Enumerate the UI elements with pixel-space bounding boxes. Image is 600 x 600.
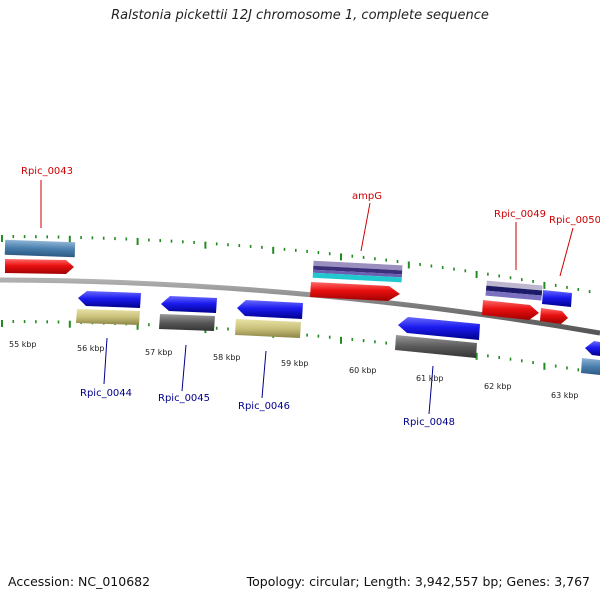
gene-label-rpic-0050[interactable]: Rpic_0050: [549, 215, 600, 226]
kbp-scale: 55 kbp 56 kbp 57 kbp 58 kbp 59 kbp 60 kb…: [9, 340, 579, 400]
feature-ampg-cds[interactable]: [310, 282, 400, 301]
leader-lines: [40, 180, 574, 415]
feature-rpic-0043-cds[interactable]: [5, 259, 74, 274]
feature-ampg-gene[interactable]: [312, 260, 403, 283]
reverse-features: [76, 291, 600, 375]
gene-label-ampg[interactable]: ampG: [352, 191, 382, 202]
feature-rpic-0043-gene[interactable]: [4, 239, 76, 258]
kbp-label: 59 kbp: [281, 359, 309, 368]
feature-rpic-0044-gene[interactable]: [76, 309, 140, 325]
gene-label-rpic-0043[interactable]: Rpic_0043: [21, 166, 73, 177]
feature-rpic-0048-gene[interactable]: [395, 335, 477, 358]
gene-label-rpic-0049[interactable]: Rpic_0049: [494, 209, 546, 220]
feature-rpic-0049-gene[interactable]: [485, 280, 543, 301]
forward-features: [4, 239, 572, 324]
feature-edge-cds[interactable]: [585, 341, 600, 356]
gene-label-rpic-0048[interactable]: Rpic_0048: [403, 417, 455, 428]
feature-rpic-0045-cds[interactable]: [161, 296, 217, 313]
gene-label-rpic-0044[interactable]: Rpic_0044: [80, 388, 132, 399]
kbp-label: 58 kbp: [213, 353, 241, 362]
topology-summary: Topology: circular; Length: 3,942,557 bp…: [246, 574, 590, 589]
map-title: Ralstonia pickettii 12J chromosome 1, co…: [111, 8, 489, 23]
feature-rpic-0044-cds[interactable]: [78, 291, 141, 308]
gene-label-rpic-0045[interactable]: Rpic_0045: [158, 393, 210, 404]
kbp-label: 63 kbp: [551, 391, 579, 400]
accession-text: Accession: NC_010682: [8, 574, 151, 589]
feature-rpic-0046-gene[interactable]: [235, 319, 301, 338]
feature-rpic-0050-gene[interactable]: [542, 290, 572, 307]
feature-rpic-0046-cds[interactable]: [237, 300, 303, 319]
gene-label-rpic-0046[interactable]: Rpic_0046: [238, 401, 290, 412]
kbp-label: 60 kbp: [349, 366, 377, 375]
kbp-label: 55 kbp: [9, 340, 37, 349]
gene-labels: Rpic_0043 ampG Rpic_0049 Rpic_0050 Rpic_…: [21, 166, 600, 428]
feature-rpic-0049-cds[interactable]: [482, 300, 539, 320]
kbp-label: 56 kbp: [77, 344, 105, 353]
feature-rpic-0048-cds[interactable]: [398, 317, 480, 340]
tick-tracks: [1, 235, 591, 374]
kbp-label: 61 kbp: [416, 374, 444, 383]
feature-edge-gene[interactable]: [581, 358, 600, 375]
sequence-backbone: [0, 277, 600, 336]
feature-rpic-0050-cds[interactable]: [540, 308, 568, 324]
feature-rpic-0045-gene[interactable]: [159, 314, 215, 331]
kbp-label: 57 kbp: [145, 348, 173, 357]
kbp-label: 62 kbp: [484, 382, 512, 391]
